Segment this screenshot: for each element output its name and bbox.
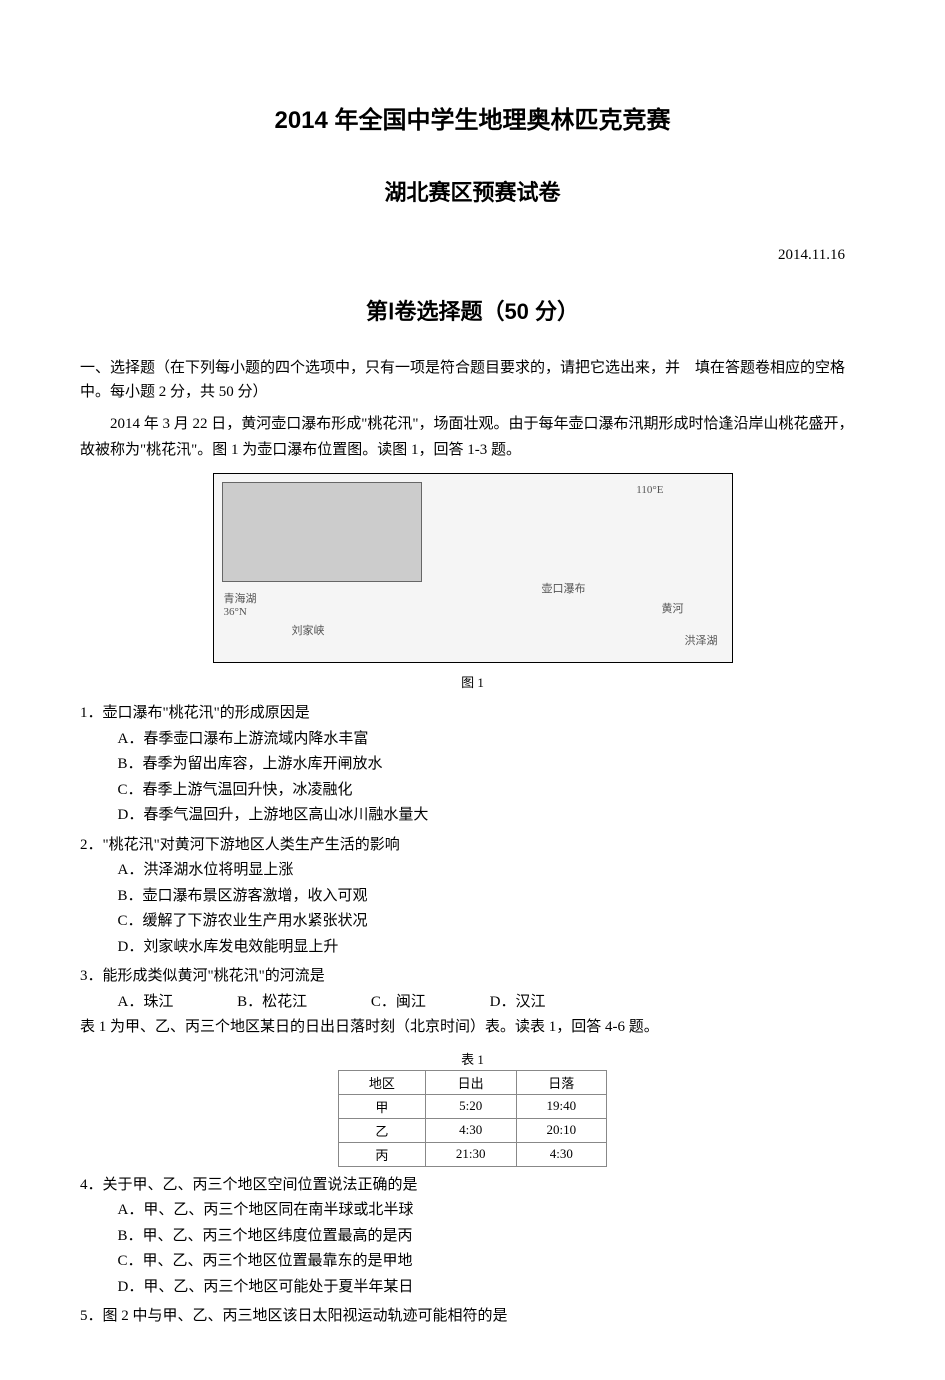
q5-stem: 5．图 2 中与甲、乙、丙三地区该日太阳视运动轨迹可能相符的是 [80, 1304, 865, 1330]
cell: 5:20 [425, 1094, 516, 1118]
cell: 4:30 [516, 1142, 607, 1166]
instructions: 一、选择题（在下列每小题的四个选项中，只有一项是符合题目要求的，请把它选出来，并… [80, 356, 865, 404]
q4-stem: 4．关于甲、乙、丙三个地区空间位置说法正确的是 [80, 1173, 865, 1199]
table-1: 地区 日出 日落 甲 5:20 19:40 乙 4:30 20:10 丙 21:… [338, 1070, 607, 1167]
cell: 19:40 [516, 1094, 607, 1118]
question-5: 5．图 2 中与甲、乙、丙三地区该日太阳视运动轨迹可能相符的是 [80, 1304, 865, 1330]
th-sunrise: 日出 [425, 1070, 516, 1094]
q2-option-b: B．壶口瀑布景区游客激增，收入可观 [118, 884, 866, 910]
q4-option-b: B．甲、乙、丙三个地区纬度位置最高的是丙 [118, 1224, 866, 1250]
q1-stem: 1．壶口瀑布"桃花汛"的形成原因是 [80, 701, 865, 727]
exam-date: 2014.11.16 [80, 247, 865, 264]
q4-option-c: C．甲、乙、丙三个地区位置最靠东的是甲地 [118, 1249, 866, 1275]
table-1-container: 表 1 地区 日出 日落 甲 5:20 19:40 乙 4:30 20:10 丙… [80, 1049, 865, 1167]
question-3: 3．能形成类似黄河"桃花汛"的河流是 A．珠江 B．松花江 C．闽江 D．汉江 [80, 964, 865, 1015]
table-header-row: 地区 日出 日落 [338, 1070, 606, 1094]
table-row: 甲 5:20 19:40 [338, 1094, 606, 1118]
cell: 乙 [338, 1118, 425, 1142]
map-label-qinghai: 青海湖 [224, 590, 257, 606]
q3-option-b: B．松花江 [237, 990, 307, 1016]
figure-1-map: 110°E 青海湖 36°N 刘家峡 壶口瀑布 黄河 洪泽湖 [213, 473, 733, 663]
map-label-lon: 110°E [636, 484, 663, 496]
th-sunset: 日落 [516, 1070, 607, 1094]
q2-stem: 2．"桃花汛"对黄河下游地区人类生产生活的影响 [80, 833, 865, 859]
q4-option-a: A．甲、乙、丙三个地区同在南半球或北半球 [118, 1198, 866, 1224]
map-label-hongze: 洪泽湖 [685, 632, 718, 648]
q1-option-b: B．春季为留出库容，上游水库开闸放水 [118, 752, 866, 778]
section-header: 第Ⅰ卷选择题（50 分） [80, 294, 865, 326]
map-label-hukou: 壶口瀑布 [542, 580, 586, 596]
title-sub: 湖北赛区预赛试卷 [80, 175, 865, 207]
q3-stem: 3．能形成类似黄河"桃花汛"的河流是 [80, 964, 865, 990]
q3-option-d: D．汉江 [490, 990, 546, 1016]
question-4: 4．关于甲、乙、丙三个地区空间位置说法正确的是 A．甲、乙、丙三个地区同在南半球… [80, 1173, 865, 1301]
figure-1-container: 110°E 青海湖 36°N 刘家峡 壶口瀑布 黄河 洪泽湖 图 1 [80, 473, 865, 691]
table-row: 丙 21:30 4:30 [338, 1142, 606, 1166]
q1-option-d: D．春季气温回升，上游地区高山冰川融水量大 [118, 803, 866, 829]
q2-option-a: A．洪泽湖水位将明显上涨 [118, 858, 866, 884]
cell: 丙 [338, 1142, 425, 1166]
map-label-huanghe: 黄河 [662, 600, 684, 616]
question-2: 2．"桃花汛"对黄河下游地区人类生产生活的影响 A．洪泽湖水位将明显上涨 B．壶… [80, 833, 865, 961]
cell: 4:30 [425, 1118, 516, 1142]
cell: 甲 [338, 1094, 425, 1118]
th-region: 地区 [338, 1070, 425, 1094]
q2-option-d: D．刘家峡水库发电效能明显上升 [118, 935, 866, 961]
context-q4-6: 表 1 为甲、乙、丙三个地区某日的日出日落时刻（北京时间）表。读表 1，回答 4… [80, 1015, 865, 1041]
cell: 20:10 [516, 1118, 607, 1142]
table-row: 乙 4:30 20:10 [338, 1118, 606, 1142]
q2-option-c: C．缓解了下游农业生产用水紧张状况 [118, 909, 866, 935]
title-main: 2014 年全国中学生地理奥林匹克竞赛 [80, 100, 865, 135]
context-q1-3: 2014 年 3 月 22 日，黄河壶口瀑布形成"桃花汛"，场面壮观。由于每年壶… [80, 412, 865, 463]
q3-option-a: A．珠江 [118, 990, 174, 1016]
figure-1-caption: 图 1 [80, 672, 865, 691]
cell: 21:30 [425, 1142, 516, 1166]
q3-option-c: C．闽江 [371, 990, 426, 1016]
q1-option-c: C．春季上游气温回升快，冰凌融化 [118, 778, 866, 804]
table-1-caption: 表 1 [80, 1049, 865, 1068]
q1-option-a: A．春季壶口瀑布上游流域内降水丰富 [118, 727, 866, 753]
map-label-lat: 36°N [224, 606, 247, 618]
question-1: 1．壶口瀑布"桃花汛"的形成原因是 A．春季壶口瀑布上游流域内降水丰富 B．春季… [80, 701, 865, 829]
map-label-liujia: 刘家峡 [292, 622, 325, 638]
waterfall-photo [222, 482, 422, 582]
q4-option-d: D．甲、乙、丙三个地区可能处于夏半年某日 [118, 1275, 866, 1301]
